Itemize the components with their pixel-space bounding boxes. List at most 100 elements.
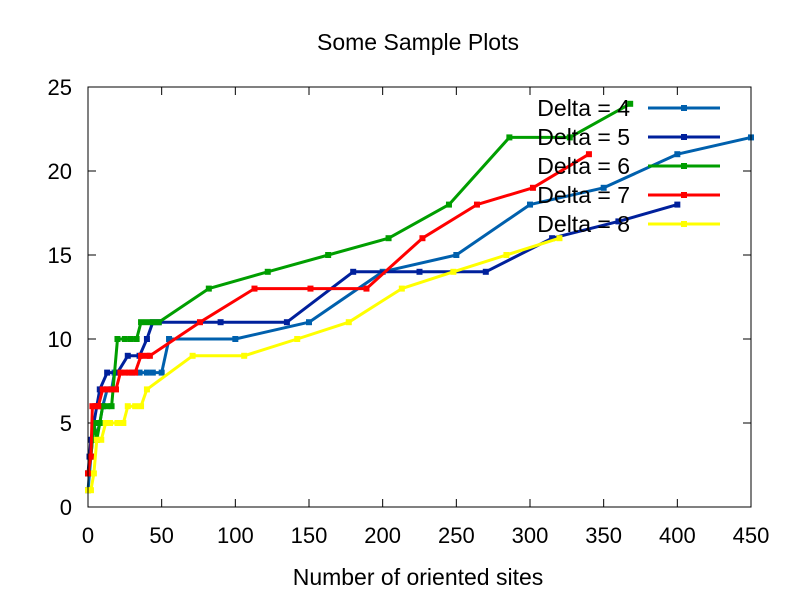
x-tick-label: 50 — [149, 523, 173, 548]
data-point — [189, 352, 196, 359]
data-point — [124, 403, 131, 410]
x-tick-label: 400 — [659, 523, 696, 548]
data-point — [99, 386, 106, 393]
data-point — [102, 420, 109, 426]
data-point — [96, 420, 103, 426]
data-point — [121, 369, 128, 376]
data-point — [264, 268, 271, 275]
legend-swatch-point — [681, 134, 687, 140]
data-point — [166, 336, 173, 342]
series-4 — [85, 151, 592, 477]
x-tick-label: 450 — [733, 523, 770, 548]
legend-swatch-point — [681, 221, 687, 227]
data-point — [114, 336, 121, 342]
data-point — [232, 336, 239, 342]
legend-label: Delta = 5 — [537, 124, 630, 150]
data-point — [120, 420, 127, 426]
data-point — [345, 319, 352, 326]
data-point — [566, 134, 573, 141]
data-point — [126, 369, 133, 376]
data-point — [149, 369, 156, 376]
data-point — [104, 403, 111, 410]
data-point — [529, 184, 536, 191]
data-point — [132, 369, 139, 376]
data-point — [133, 336, 140, 342]
chart-title: Some Sample Plots — [317, 29, 519, 55]
data-point — [87, 453, 94, 460]
data-point — [146, 352, 153, 359]
y-tick-label: 15 — [48, 243, 72, 268]
series-group — [85, 100, 754, 494]
data-point — [453, 252, 460, 258]
data-point — [241, 352, 248, 359]
legend-swatch-point — [681, 192, 687, 198]
plot-frame — [87, 86, 752, 508]
data-point — [104, 369, 111, 376]
data-point — [205, 285, 212, 292]
data-point — [482, 268, 489, 275]
data-point — [108, 403, 115, 410]
data-point — [117, 369, 124, 376]
data-point — [93, 436, 100, 443]
data-point — [138, 403, 145, 410]
data-point — [121, 336, 128, 342]
legend-label: Delta = 6 — [537, 153, 630, 179]
data-point — [627, 100, 634, 107]
series-5 — [85, 235, 563, 494]
data-point — [506, 134, 513, 141]
data-point — [306, 319, 312, 326]
x-tick-label: 300 — [512, 523, 549, 548]
data-point — [143, 369, 150, 376]
data-point — [503, 252, 510, 258]
legend-label: Delta = 8 — [537, 211, 630, 237]
legend-label: Delta = 4 — [537, 95, 630, 121]
data-point — [132, 403, 139, 410]
data-point — [549, 235, 556, 242]
y-tick-label: 25 — [48, 75, 72, 100]
y-tick-label: 0 — [60, 495, 72, 520]
x-tick-label: 0 — [82, 523, 94, 548]
data-point — [158, 369, 165, 376]
data-point — [112, 386, 119, 393]
data-point — [143, 386, 150, 393]
y-tick-label: 20 — [48, 159, 72, 184]
data-point — [600, 184, 607, 191]
x-tick-label: 200 — [364, 523, 401, 548]
data-point — [350, 268, 357, 275]
data-point — [90, 470, 97, 477]
data-point — [473, 201, 480, 208]
data-point — [674, 201, 681, 208]
data-point — [114, 420, 121, 426]
data-point — [127, 336, 134, 342]
data-point — [416, 268, 423, 275]
series-line — [86, 152, 590, 474]
data-point — [143, 319, 150, 326]
data-point — [674, 151, 681, 158]
x-tick-label: 350 — [585, 523, 622, 548]
data-point — [104, 386, 111, 393]
data-point — [155, 319, 162, 326]
data-point — [107, 420, 114, 426]
data-point — [196, 319, 203, 326]
data-point — [615, 218, 622, 225]
data-point — [90, 420, 97, 426]
data-point — [283, 319, 290, 326]
data-point — [217, 319, 224, 326]
data-point — [138, 319, 145, 326]
x-axis-label: Number of oriented sites — [293, 564, 544, 590]
legend: Delta = 4 Delta = 5 Delta = 6 Delta = 7 Delt… — [537, 95, 720, 237]
data-point — [325, 252, 332, 258]
data-point — [124, 352, 131, 359]
legend-swatch-point — [681, 105, 687, 111]
data-point — [398, 285, 405, 292]
data-point — [143, 336, 150, 342]
x-tick-label: 250 — [438, 523, 475, 548]
series-1 — [85, 134, 754, 494]
data-point — [445, 201, 452, 208]
data-point — [251, 285, 258, 292]
legend-swatch-point — [681, 163, 687, 169]
data-point — [136, 369, 143, 376]
legend-label: Delta = 7 — [537, 182, 630, 208]
data-point — [294, 336, 301, 342]
